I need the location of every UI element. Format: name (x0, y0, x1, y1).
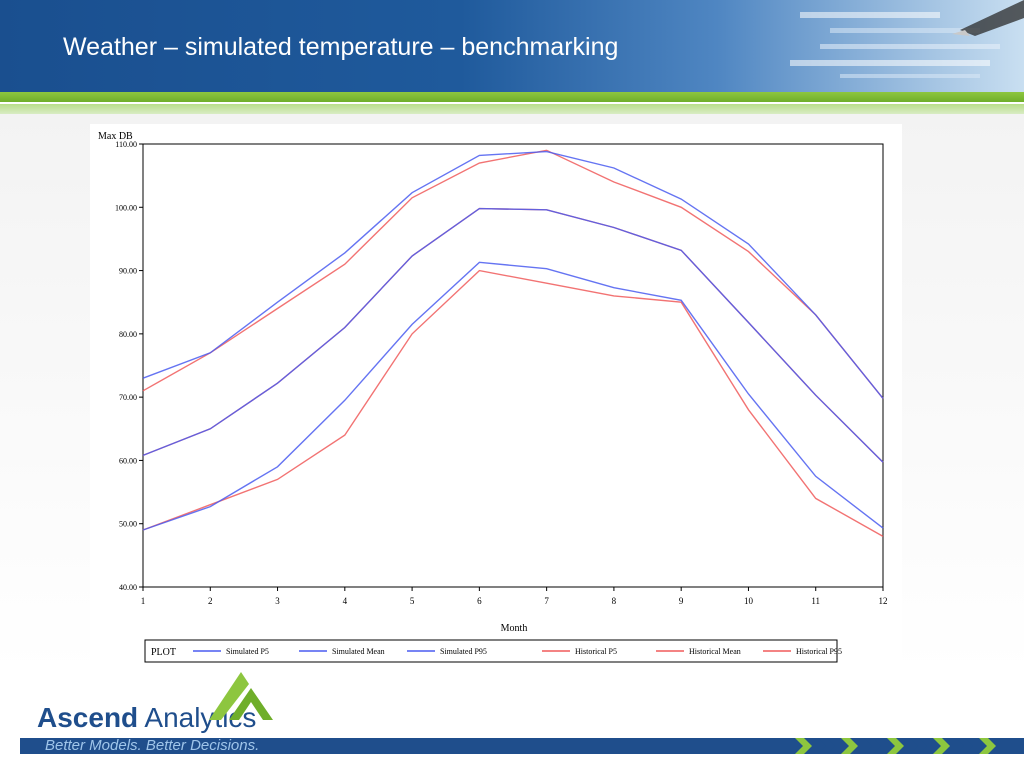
x-tick-label: 9 (679, 596, 684, 606)
slide-header: Weather – simulated temperature – benchm… (0, 0, 1024, 92)
y-axis-label: Max DB (98, 131, 133, 142)
legend-item-label: Historical P95 (796, 647, 842, 656)
y-tick-label: 100.00 (115, 203, 137, 212)
x-tick-label: 3 (275, 596, 280, 606)
x-tick-label: 7 (544, 596, 549, 606)
y-tick-label: 80.00 (119, 330, 137, 339)
x-axis-label: Month (501, 623, 528, 634)
x-tick-label: 4 (343, 596, 348, 606)
company-tagline: Better Models. Better Decisions. (45, 737, 260, 754)
legend-item-label: Historical Mean (689, 647, 741, 656)
legend-title: PLOT (151, 647, 176, 658)
x-tick-label: 2 (208, 596, 213, 606)
y-tick-label: 60.00 (119, 456, 137, 465)
y-tick-label: 40.00 (119, 583, 137, 592)
x-tick-label: 12 (879, 596, 888, 606)
x-tick-label: 6 (477, 596, 482, 606)
footer-chevrons-icon (795, 738, 996, 754)
chart-legend: PLOT Simulated P5 Simulated Mean Simulated… (144, 639, 842, 663)
legend-item-label: Historical P5 (575, 647, 617, 656)
legend-item-label: Simulated P5 (226, 647, 269, 656)
legend-item-label: Simulated Mean (332, 647, 385, 656)
y-tick-label: 50.00 (119, 520, 137, 529)
y-tick-label: 90.00 (119, 267, 137, 276)
x-tick-label: 10 (744, 596, 754, 606)
footer-bar (20, 738, 1024, 754)
logo-word-ascend: Ascend (37, 702, 139, 733)
x-tick-label: 5 (410, 596, 415, 606)
plot-frame (142, 143, 884, 588)
series-line-historical-p5 (142, 269, 884, 538)
series-line-simulated-p5 (142, 261, 884, 531)
x-tick-label: 1 (141, 596, 146, 606)
y-tick-label: 110.00 (115, 140, 137, 149)
series-line-simulated-mean (142, 207, 884, 463)
series-line-historical-mean (142, 207, 884, 463)
x-tick-label: 11 (811, 596, 820, 606)
header-accent-band (0, 92, 1024, 102)
legend-box (144, 639, 838, 663)
legend-item-label: Simulated P95 (440, 647, 487, 656)
header-accent-band-light (0, 104, 1024, 114)
slide-title: Weather – simulated temperature – benchm… (63, 33, 619, 61)
series-line-historical-p95 (142, 149, 884, 399)
logo-mark-icon (209, 672, 273, 720)
series-line-simulated-p95 (142, 150, 884, 399)
line-chart: 40.00 50.00 60.00 70.00 80.00 90.00 100.00 110.… (98, 131, 888, 663)
y-tick-label: 70.00 (119, 393, 137, 402)
chart-panel: 40.00 50.00 60.00 70.00 80.00 90.00 100.00 110.… (90, 124, 902, 664)
x-tick-label: 8 (612, 596, 617, 606)
header-chart-decoration (790, 0, 1024, 78)
